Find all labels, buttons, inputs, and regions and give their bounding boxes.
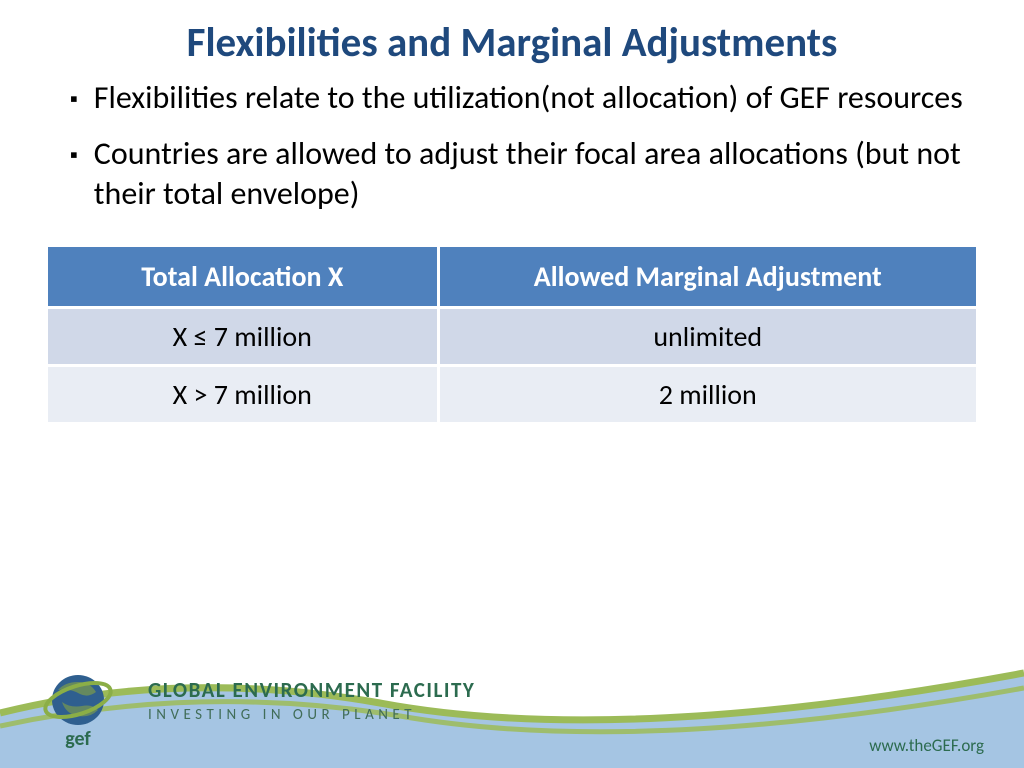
bullet-item: ▪ Flexibilities relate to the utilizatio… <box>70 78 974 120</box>
slide-footer: gef GLOBAL ENVIRONMENT FACILITY INVESTIN… <box>0 618 1024 768</box>
bullet-text: Flexibilities relate to the utilization(… <box>94 78 963 118</box>
table-cell: X ≤ 7 million <box>48 309 437 364</box>
slide-title: Flexibilities and Marginal Adjustments <box>0 0 1024 78</box>
table-cell: 2 million <box>440 367 977 422</box>
table-cell: unlimited <box>440 309 977 364</box>
logo: gef GLOBAL ENVIRONMENT FACILITY INVESTIN… <box>40 670 475 750</box>
bullet-marker-icon: ▪ <box>70 78 78 120</box>
table-row: X ≤ 7 million unlimited <box>48 309 976 364</box>
org-tagline: INVESTING IN OUR PLANET <box>148 706 475 724</box>
table-row: X > 7 million 2 million <box>48 367 976 422</box>
bullet-text: Countries are allowed to adjust their fo… <box>94 134 974 214</box>
table-cell: X > 7 million <box>48 367 437 422</box>
org-name: GLOBAL ENVIRONMENT FACILITY <box>148 677 475 703</box>
bullet-item: ▪ Countries are allowed to adjust their … <box>70 134 974 214</box>
table-header: Allowed Marginal Adjustment <box>440 247 977 306</box>
bullet-marker-icon: ▪ <box>70 134 78 176</box>
svg-text:gef: gef <box>65 727 91 750</box>
table-header: Total Allocation X <box>48 247 437 306</box>
allocation-table: Total Allocation X Allowed Marginal Adju… <box>45 244 979 425</box>
globe-icon: gef <box>40 670 120 750</box>
bullet-list: ▪ Flexibilities relate to the utilizatio… <box>0 78 1024 214</box>
footer-url: www.theGEF.org <box>869 735 984 756</box>
